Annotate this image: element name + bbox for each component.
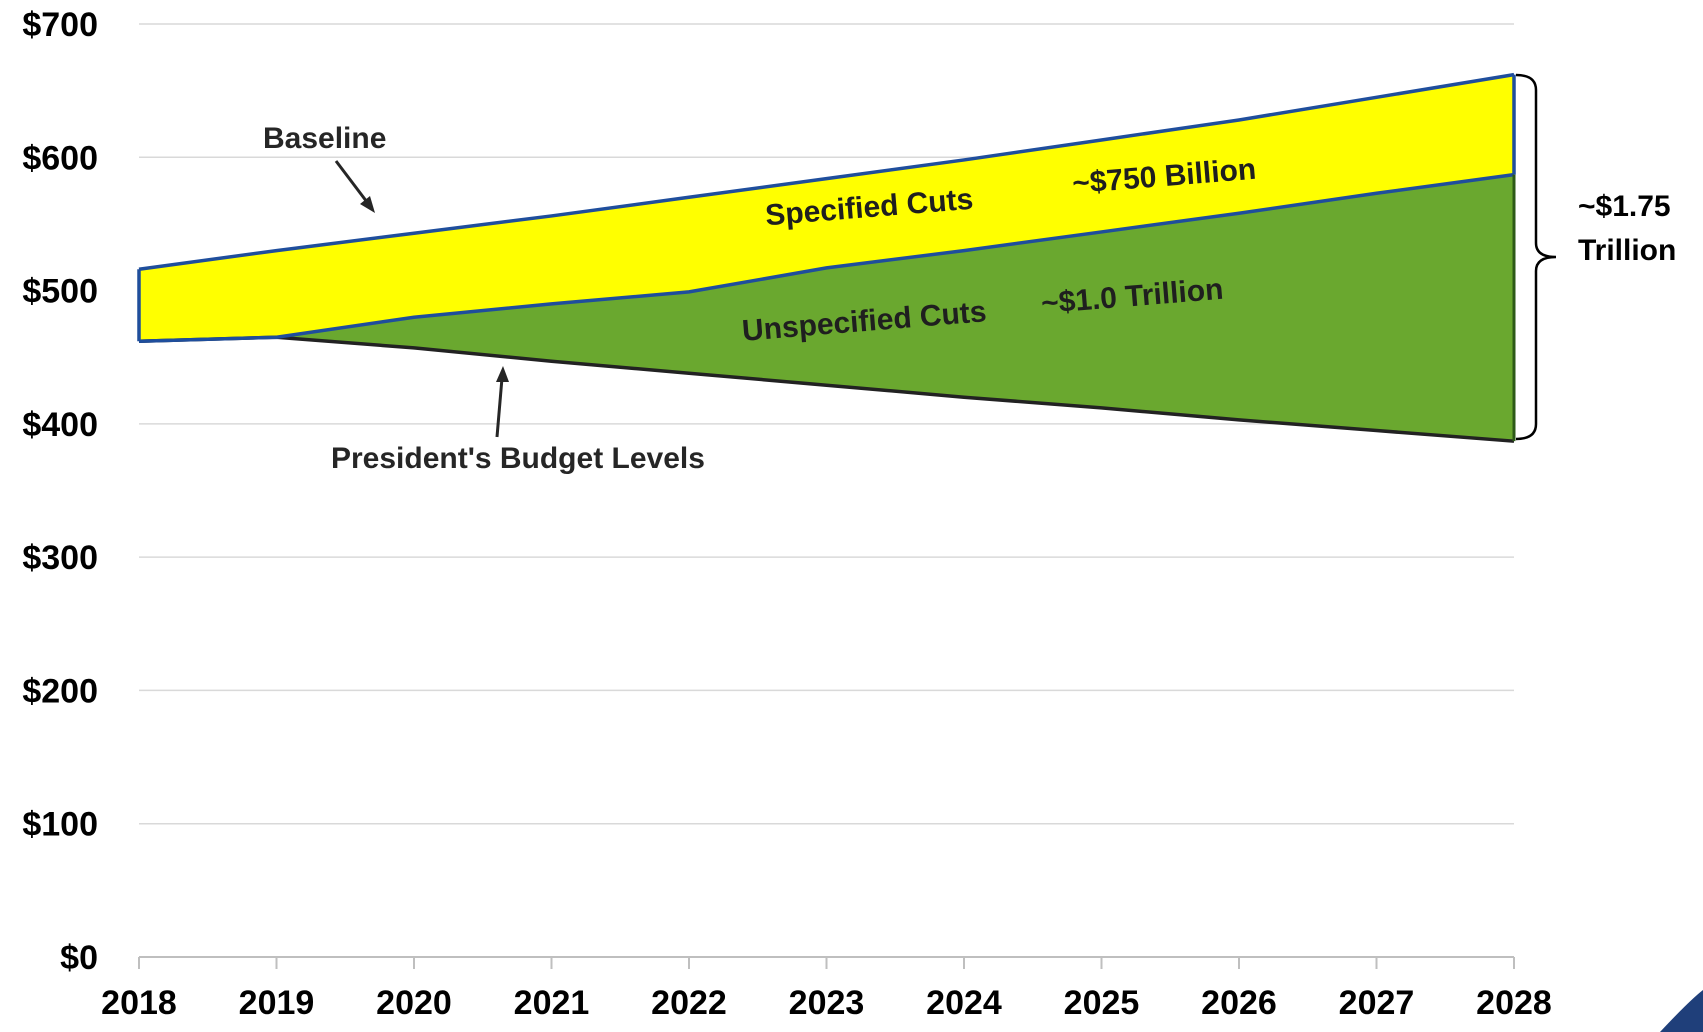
y-tick-label: $200	[22, 672, 98, 710]
x-tick-label: 2021	[514, 984, 590, 1022]
baseline-arrow-shaft	[334, 160, 372, 207]
area-bands	[139, 74, 1514, 442]
x-axis: 2018 2019 2020 2021 2022 2023 2024 2025 2026 2027…	[101, 956, 1552, 1022]
y-tick-label: $100	[22, 806, 98, 844]
budget-annotation: President's Budget Levels	[331, 442, 705, 475]
x-tick-label: 2020	[376, 984, 452, 1022]
y-tick-label: $400	[22, 406, 98, 444]
x-tick-label: 2018	[101, 984, 177, 1022]
specified-cuts-area	[139, 74, 1514, 342]
baseline-arrow-head	[360, 196, 375, 213]
y-axis: $0 $100 $200 $300 $400 $500 $600 $700	[22, 6, 98, 977]
series-lines	[137, 72, 1516, 443]
y-tick-label: $500	[22, 273, 98, 311]
total-unit-label: Trillion	[1578, 234, 1676, 267]
total-amount-label: ~$1.75	[1578, 190, 1671, 223]
total-brace	[1515, 73, 1557, 441]
x-tick-label: 2026	[1201, 984, 1277, 1022]
specified-boundary-line	[138, 172, 1515, 343]
x-tick-label: 2028	[1476, 984, 1552, 1022]
x-tick-label: 2022	[651, 984, 727, 1022]
budget-line	[138, 335, 1515, 443]
budget-arrow-head	[496, 366, 509, 382]
y-tick-label: $700	[22, 6, 98, 44]
y-tick-label: $300	[22, 539, 98, 577]
budget-arrow-shaft	[495, 377, 504, 438]
baseline-line	[138, 72, 1515, 271]
x-tick-label: 2027	[1339, 984, 1415, 1022]
corner-decoration	[1660, 990, 1703, 1032]
baseline-annotation: Baseline	[263, 122, 386, 155]
y-tick-label: $0	[60, 939, 98, 977]
x-tick-label: 2025	[1064, 984, 1140, 1022]
x-tick-label: 2023	[789, 984, 865, 1022]
x-tick-label: 2019	[239, 984, 315, 1022]
y-tick-label: $600	[22, 139, 98, 177]
unspecified-cuts-area	[139, 174, 1514, 442]
x-tick-label: 2024	[926, 984, 1002, 1022]
